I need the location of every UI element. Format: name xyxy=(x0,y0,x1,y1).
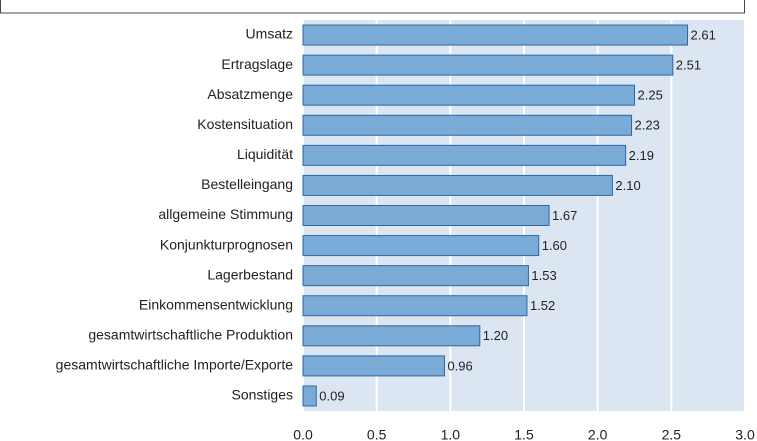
bar xyxy=(302,385,317,407)
category-label: Konjunkturprognosen xyxy=(160,236,293,252)
bar xyxy=(302,54,674,76)
x-tick-label: 1.0 xyxy=(441,427,461,441)
category-label: Einkommensentwicklung xyxy=(139,296,293,312)
category-label: Bestelleingang xyxy=(201,176,293,192)
header-box xyxy=(0,0,745,14)
category-label: Ertragslage xyxy=(221,56,293,72)
value-label: 2.10 xyxy=(615,178,640,193)
value-label: 1.52 xyxy=(530,298,555,313)
value-label: 1.20 xyxy=(483,328,508,343)
category-label: Absatzmenge xyxy=(207,86,293,102)
x-tick-label: 0.0 xyxy=(293,427,313,441)
bar xyxy=(302,295,528,317)
category-label: Sonstiges xyxy=(232,387,293,403)
bar xyxy=(302,144,627,166)
bar xyxy=(302,265,529,287)
value-label: 2.25 xyxy=(638,88,663,103)
bar xyxy=(302,24,689,46)
bar xyxy=(302,235,540,257)
value-label: 2.23 xyxy=(635,118,660,133)
category-label: Umsatz xyxy=(246,26,293,42)
bar xyxy=(302,355,445,377)
category-label: gesamtwirtschaftliche Importe/Exporte xyxy=(56,357,294,373)
value-label: 2.19 xyxy=(629,148,654,163)
category-label: Kostensituation xyxy=(197,116,293,132)
value-label: 2.51 xyxy=(676,58,701,73)
category-label: Liquidität xyxy=(237,146,293,162)
bar xyxy=(302,114,633,136)
bar xyxy=(302,84,635,106)
value-label: 0.09 xyxy=(319,388,344,403)
value-label: 1.67 xyxy=(552,208,577,223)
x-tick-label: 0.5 xyxy=(367,427,387,441)
value-label: 2.61 xyxy=(691,27,716,42)
category-label: allgemeine Stimmung xyxy=(158,206,293,222)
category-label: gesamtwirtschaftliche Produktion xyxy=(88,327,293,343)
value-label: 1.60 xyxy=(542,238,567,253)
category-label: Lagerbestand xyxy=(207,266,293,282)
x-tick-label: 3.0 xyxy=(735,427,755,441)
bar xyxy=(302,325,481,347)
x-tick-label: 2.0 xyxy=(588,427,608,441)
x-tick-label: 1.5 xyxy=(514,427,534,441)
value-label: 1.53 xyxy=(531,268,556,283)
bar xyxy=(302,174,613,196)
bar xyxy=(302,205,550,226)
value-label: 0.96 xyxy=(447,358,472,373)
x-tick-label: 2.5 xyxy=(662,427,682,441)
